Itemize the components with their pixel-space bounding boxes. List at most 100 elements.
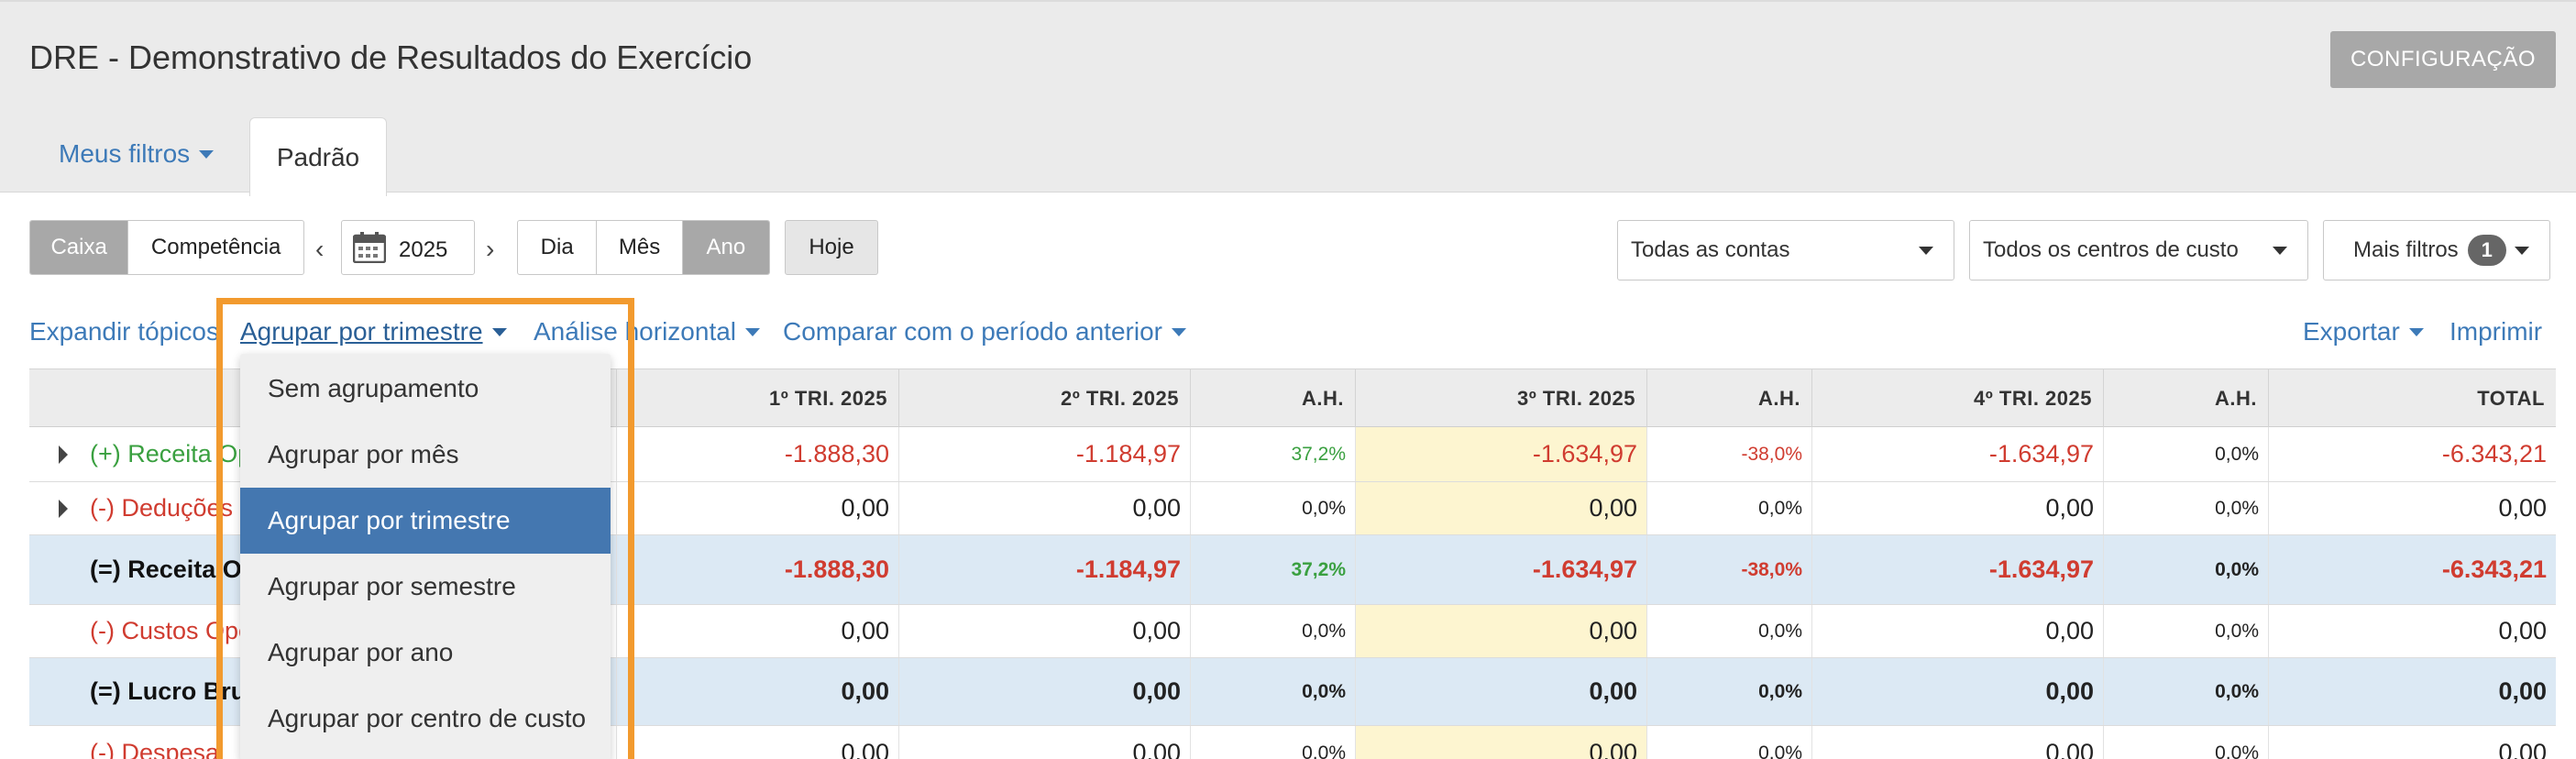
- horizontal-analysis-cell: 0,0%: [1190, 726, 1355, 759]
- value-cell: 0,00: [1355, 482, 1646, 534]
- horizontal-analysis-cell: 0,0%: [1190, 605, 1355, 657]
- value-cell: -1.184,97: [898, 427, 1190, 481]
- page-title: DRE - Demonstrativo de Resultados do Exe…: [29, 38, 753, 76]
- horizontal-analysis-cell: 0,0%: [2103, 427, 2268, 481]
- group-by-link[interactable]: Agrupar por trimestre: [240, 317, 507, 346]
- dropdown-option[interactable]: Agrupar por trimestre: [240, 488, 611, 554]
- regime-toggle: Caixa Competência: [29, 220, 304, 275]
- page-header: DRE - Demonstrativo de Resultados do Exe…: [0, 0, 2576, 196]
- value-cell: 0,00: [616, 658, 898, 725]
- export-link[interactable]: Exportar: [2303, 317, 2424, 346]
- row-label: (-) Custos Ope: [90, 617, 253, 644]
- expand-topics-label: Expandir tópicos: [29, 317, 220, 346]
- print-link[interactable]: Imprimir: [2449, 317, 2542, 346]
- horizontal-analysis-cell: 0,0%: [1190, 482, 1355, 534]
- cash-button[interactable]: Caixa: [30, 221, 129, 274]
- horizontal-analysis-cell: 0,0%: [2103, 658, 2268, 725]
- value-cell: -1.888,30: [616, 535, 898, 604]
- cost-center-select[interactable]: Todos os centros de custo: [1969, 220, 2308, 280]
- chevron-down-icon: [1919, 247, 1933, 255]
- tab-default[interactable]: Padrão: [249, 117, 387, 196]
- horizontal-analysis-label: Análise horizontal: [534, 317, 737, 346]
- table-row[interactable]: (-) Despesa 0,00 0,00 0,0% 0,00 0,0% 0,00 0,0% 0…: [29, 726, 2556, 759]
- year-picker[interactable]: 2025: [341, 220, 475, 275]
- value-cell: 0,00: [898, 605, 1190, 657]
- value-cell: 0,00: [2268, 605, 2556, 657]
- horizontal-analysis-cell: 0,0%: [2103, 482, 2268, 534]
- value-cell: 0,00: [1811, 605, 2103, 657]
- dropdown-option[interactable]: Agrupar por mês: [268, 440, 459, 468]
- chevron-down-icon: [199, 149, 215, 159]
- table-row[interactable]: (-) Custos Ope 0,00 0,00 0,0% 0,00 0,0% 0,00 0,…: [29, 605, 2556, 658]
- tab-my-filters[interactable]: Meus filtros: [59, 139, 215, 169]
- horizontal-analysis-cell: 0,0%: [2103, 726, 2268, 759]
- column-header: A.H.: [1646, 369, 1811, 428]
- column-header: A.H.: [2103, 369, 2268, 428]
- dropdown-option[interactable]: Agrupar por semestre: [268, 572, 516, 600]
- horizontal-analysis-link[interactable]: Análise horizontal: [534, 317, 761, 346]
- more-filters-label: Mais filtros: [2353, 237, 2459, 262]
- horizontal-analysis-cell: 0,0%: [2103, 605, 2268, 657]
- calendar-icon: [353, 232, 386, 263]
- horizontal-analysis-cell: 0,0%: [1646, 482, 1811, 534]
- expand-topics-link[interactable]: Expandir tópicos: [29, 317, 219, 346]
- chevron-down-icon: [2515, 247, 2529, 255]
- value-cell: 0,00: [898, 726, 1190, 759]
- accounts-select-value: Todas as contas: [1631, 237, 1790, 262]
- row-label: (=) Lucro Bru: [90, 677, 247, 705]
- print-label: Imprimir: [2449, 317, 2543, 346]
- dropdown-option[interactable]: Agrupar por centro de custo: [268, 704, 587, 732]
- value-cell: 0,00: [2268, 726, 2556, 759]
- year-button[interactable]: Ano: [682, 221, 769, 274]
- horizontal-analysis-cell: 0,0%: [1190, 658, 1355, 725]
- value-cell: 0,00: [2268, 658, 2556, 725]
- cost-center-select-value: Todos os centros de custo: [1983, 237, 2239, 262]
- value-cell: -1.634,97: [1355, 535, 1646, 604]
- expand-row-icon[interactable]: [59, 499, 68, 518]
- value-cell: -1.634,97: [1355, 427, 1646, 481]
- group-by-dropdown: Sem agrupamento Agrupar por mês Agrupar po…: [240, 354, 611, 759]
- horizontal-analysis-cell: 0,0%: [2103, 535, 2268, 604]
- horizontal-analysis-cell: 0,0%: [1646, 658, 1811, 725]
- filter-count-badge: 1: [2467, 235, 2506, 266]
- table-row[interactable]: (+) Receita Op -1.888,30 -1.184,97 37,2% -1.…: [29, 427, 2556, 482]
- value-cell: -1.888,30: [616, 427, 898, 481]
- column-header: A.H.: [1190, 369, 1355, 428]
- configuration-button[interactable]: CONFIGURAÇÃO: [2330, 31, 2556, 88]
- previous-period-icon[interactable]: ‹: [315, 235, 325, 263]
- row-label: (-) Despesa: [90, 739, 220, 759]
- table-row[interactable]: (-) Deduções d 0,00 0,00 0,0% 0,00 0,0% 0,00 0,…: [29, 482, 2556, 535]
- horizontal-analysis-cell: 37,2%: [1190, 427, 1355, 481]
- period-toggle: Dia Mês Ano: [517, 220, 770, 275]
- expand-row-icon[interactable]: [59, 445, 68, 464]
- value-cell: -6.343,21: [2268, 535, 2556, 604]
- accounts-select[interactable]: Todas as contas: [1617, 220, 1954, 280]
- value-cell: 0,00: [1811, 726, 2103, 759]
- month-button[interactable]: Mês: [597, 221, 683, 274]
- value-cell: 0,00: [2268, 482, 2556, 534]
- horizontal-analysis-cell: 0,0%: [1646, 605, 1811, 657]
- value-cell: 0,00: [1355, 658, 1646, 725]
- horizontal-analysis-cell: 37,2%: [1190, 535, 1355, 604]
- today-button[interactable]: Hoje: [785, 220, 878, 275]
- horizontal-analysis-cell: -38,0%: [1646, 535, 1811, 604]
- year-value: 2025: [399, 237, 448, 262]
- chevron-down-icon: [2408, 327, 2424, 336]
- group-by-label: Agrupar por trimestre: [240, 317, 483, 346]
- more-filters-button[interactable]: Mais filtros 1: [2323, 220, 2550, 280]
- compare-previous-label: Comparar com o período anterior: [783, 317, 1162, 346]
- value-cell: 0,00: [1355, 605, 1646, 657]
- dropdown-option[interactable]: Sem agrupamento: [268, 374, 479, 402]
- column-header: 1º TRI. 2025: [616, 369, 898, 428]
- chevron-down-icon: [1171, 327, 1186, 336]
- compare-previous-link[interactable]: Comparar com o período anterior: [783, 317, 1186, 346]
- accrual-button[interactable]: Competência: [150, 235, 281, 259]
- row-label: (-) Deduções d: [90, 494, 254, 522]
- day-button[interactable]: Dia: [518, 221, 598, 274]
- value-cell: 0,00: [1811, 482, 2103, 534]
- horizontal-analysis-cell: -38,0%: [1646, 427, 1811, 481]
- value-cell: -1.634,97: [1811, 535, 2103, 604]
- next-period-icon[interactable]: ›: [486, 235, 495, 263]
- tab-my-filters-label: Meus filtros: [59, 139, 191, 168]
- dropdown-option[interactable]: Agrupar por ano: [268, 638, 454, 666]
